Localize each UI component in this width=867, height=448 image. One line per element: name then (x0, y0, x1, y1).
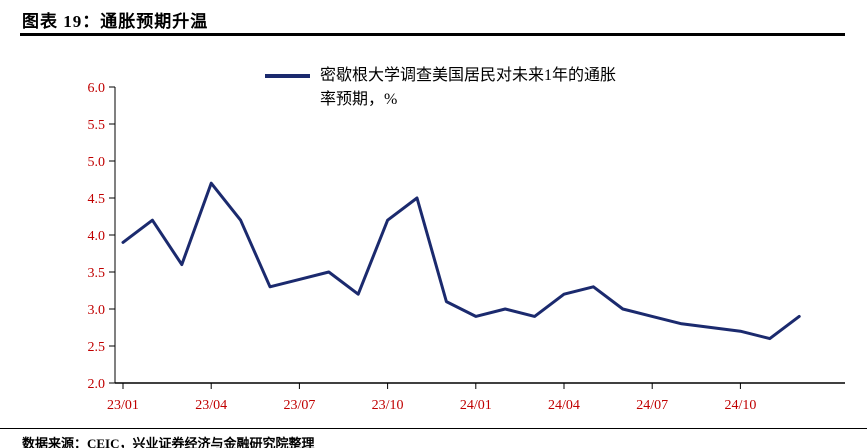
y-tick-label: 5.0 (88, 155, 106, 170)
title-underline (20, 33, 845, 36)
chart-legend: 密歇根大学调查美国居民对未来1年的通胀率预期，% (265, 64, 624, 112)
x-tick-label: 23/01 (107, 398, 139, 410)
x-tick-label: 23/04 (195, 398, 227, 410)
y-tick-label: 4.0 (88, 229, 106, 244)
footer-divider (0, 428, 867, 429)
x-tick-label: 24/07 (636, 398, 668, 410)
inflation-chart: 2.0 2.5 3.0 3.5 4.0 4.5 5.0 5.5 6.0 23/01 23/04 23/… (60, 75, 850, 413)
x-tick-label: 24/01 (460, 398, 492, 410)
x-tick-label: 23/07 (283, 398, 315, 410)
y-tick-label: 3.5 (88, 266, 106, 281)
data-source-note: 数据来源：CEIC，兴业证券经济与金融研究院整理 (22, 436, 315, 448)
inflation-expectation-line (121, 181, 801, 341)
y-tick-label: 5.5 (88, 118, 106, 133)
y-tick-label: 2.0 (88, 377, 106, 392)
legend-line-swatch (265, 74, 310, 78)
y-tick-label: 6.0 (88, 81, 106, 96)
x-tick-label: 24/04 (548, 398, 580, 410)
chart-canvas: 2.0 2.5 3.0 3.5 4.0 4.5 5.0 5.5 6.0 23/01 23/04 23/… (88, 81, 845, 413)
x-tick-label: 24/10 (724, 398, 756, 410)
y-tick-label: 4.5 (88, 192, 106, 207)
x-tick-label: 23/10 (372, 398, 404, 410)
page-title: 图表 19：通胀预期升温 (22, 12, 209, 31)
legend-label: 密歇根大学调查美国居民对未来1年的通胀率预期，% (320, 67, 617, 108)
y-tick-label: 3.0 (88, 303, 106, 318)
y-tick-label: 2.5 (88, 340, 106, 355)
